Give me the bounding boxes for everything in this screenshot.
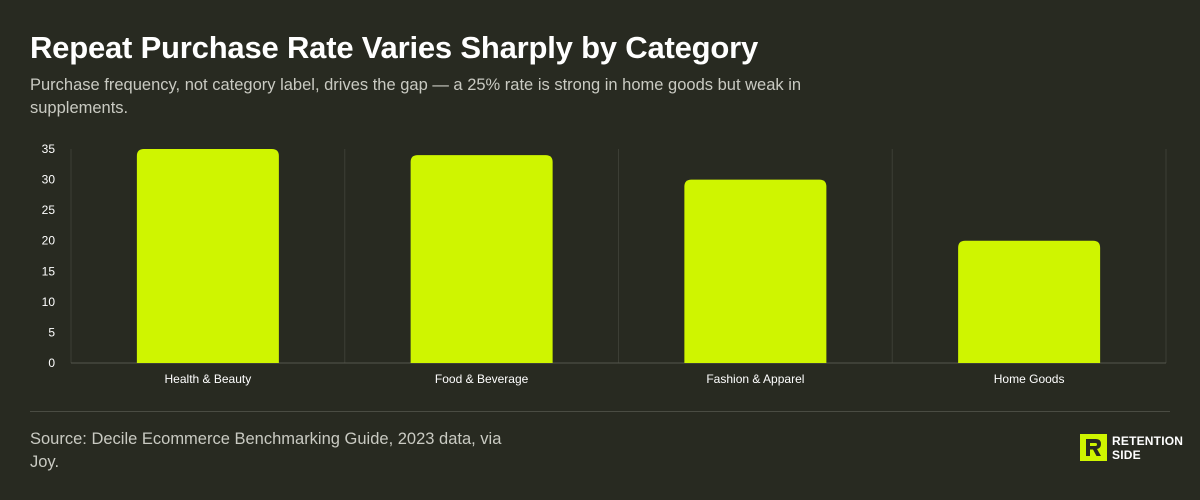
x-tick-label: Fashion & Apparel xyxy=(706,372,804,386)
bar-home-goods xyxy=(958,240,1101,363)
logo-mark-icon xyxy=(1080,434,1107,461)
bar-food-beverage xyxy=(410,155,553,363)
bar-chart: 0 5 10 15 20 25 30 35 Health & Beauty Food & Bev… xyxy=(42,142,1167,386)
y-tick-label: 15 xyxy=(42,264,56,278)
y-tick-label: 5 xyxy=(48,325,55,339)
x-axis-ticks: Health & Beauty Food & Beverage Fashion & … xyxy=(165,372,1065,386)
bars xyxy=(136,149,1101,363)
y-tick-label: 20 xyxy=(42,234,56,248)
bar-health-beauty xyxy=(136,149,279,363)
y-tick-label: 30 xyxy=(42,173,56,187)
y-axis-ticks: 0 5 10 15 20 25 30 35 xyxy=(42,142,56,370)
source-note: Source: Decile Ecommerce Benchmarking Gu… xyxy=(30,430,502,471)
logo-line-1: RETENTION xyxy=(1112,434,1184,448)
y-tick-label: 25 xyxy=(42,203,56,217)
chart-subtitle: Purchase frequency, not category label, … xyxy=(30,76,802,117)
x-tick-label: Home Goods xyxy=(994,372,1065,386)
retention-side-logo: RETENTION SIDE xyxy=(1080,434,1183,464)
chart-title: Repeat Purchase Rate Varies Sharply by C… xyxy=(30,30,759,65)
y-tick-label: 10 xyxy=(42,295,56,309)
x-tick-label: Food & Beverage xyxy=(435,372,529,386)
y-tick-label: 35 xyxy=(42,142,56,156)
y-tick-label: 0 xyxy=(48,356,55,370)
x-tick-label: Health & Beauty xyxy=(165,372,252,386)
footer-divider xyxy=(30,411,1170,412)
logo-wordmark: RETENTION SIDE xyxy=(1112,434,1183,462)
bar-fashion-apparel xyxy=(684,179,827,363)
logo-line-2: SIDE xyxy=(1112,448,1141,462)
